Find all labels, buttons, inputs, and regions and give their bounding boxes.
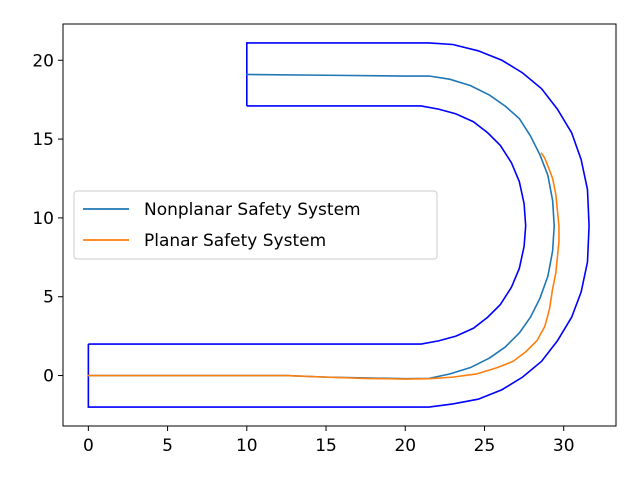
track-outer-boundary — [87, 42, 590, 408]
x-tick-label: 10 — [236, 436, 258, 456]
x-tick-label: 25 — [474, 436, 496, 456]
y-tick-label: 10 — [32, 209, 54, 229]
x-tick-label: 20 — [394, 436, 416, 456]
x-tick-label: 5 — [162, 436, 173, 456]
legend-label: Planar Safety System — [144, 231, 326, 251]
x-tick-label: 30 — [553, 436, 575, 456]
x-tick-label: 0 — [83, 436, 94, 456]
y-tick-label: 0 — [43, 367, 54, 387]
legend: Nonplanar Safety System Planar Safety Sys… — [73, 190, 438, 260]
y-tick-label: 5 — [43, 288, 54, 308]
legend-label: Nonplanar Safety System — [144, 200, 361, 220]
y-tick-label: 15 — [32, 130, 54, 150]
track-inner-boundary — [88, 105, 527, 345]
series-line-planar — [87, 152, 560, 380]
axes-frame — [62, 23, 617, 427]
plot-area — [87, 42, 590, 408]
y-tick-label: 20 — [32, 51, 54, 71]
x-tick-label: 15 — [315, 436, 337, 456]
legend-box — [73, 190, 438, 260]
axes: 0 5 10 15 20 25 30 0 5 10 15 20 — [32, 23, 617, 456]
